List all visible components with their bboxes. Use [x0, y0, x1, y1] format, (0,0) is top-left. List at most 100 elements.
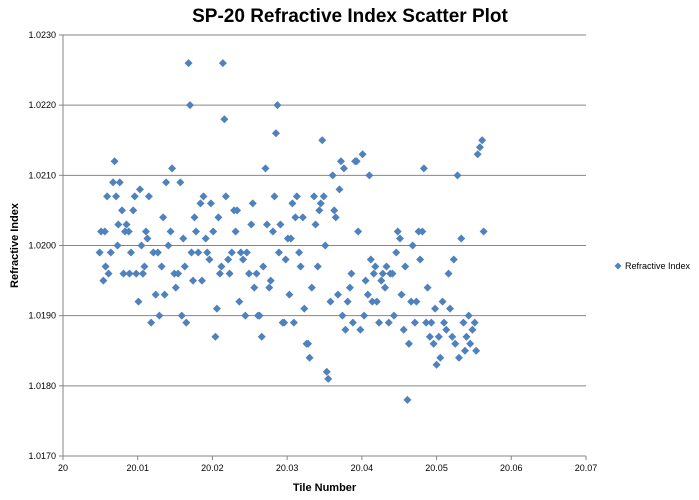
- data-point: [315, 206, 324, 215]
- data-point: [442, 325, 451, 334]
- data-point: [129, 206, 138, 215]
- data-point: [410, 318, 419, 327]
- data-point: [233, 206, 242, 215]
- data-point: [389, 311, 398, 320]
- data-point: [360, 311, 369, 320]
- data-point: [143, 234, 152, 243]
- data-point: [225, 269, 234, 278]
- data-point: [236, 248, 245, 257]
- data-point: [338, 311, 347, 320]
- data-point: [112, 192, 121, 201]
- data-point: [189, 276, 198, 285]
- x-tick-label: 20.06: [500, 463, 523, 473]
- data-point: [311, 220, 320, 229]
- data-point: [403, 395, 412, 404]
- legend: Refractive Index: [614, 261, 691, 271]
- data-point: [397, 290, 406, 299]
- data-point: [118, 206, 127, 215]
- data-point: [378, 269, 387, 278]
- data-point: [114, 220, 123, 229]
- data-point: [431, 304, 440, 313]
- data-point: [464, 311, 473, 320]
- gridlines: [59, 34, 587, 460]
- y-tick-label: 1.0230: [28, 30, 56, 40]
- y-tick-label: 1.0210: [28, 170, 56, 180]
- x-axis-label: Tile Number: [293, 482, 357, 494]
- data-point: [363, 290, 372, 299]
- data-point: [134, 297, 143, 306]
- data-point: [247, 220, 256, 229]
- data-point: [404, 339, 413, 348]
- data-point: [369, 269, 378, 278]
- data-point: [199, 192, 208, 201]
- data-point: [436, 353, 445, 362]
- data-point: [321, 241, 330, 250]
- data-point: [468, 325, 477, 334]
- data-point: [418, 227, 427, 236]
- data-point: [268, 227, 277, 236]
- data-point: [224, 255, 233, 264]
- data-point: [333, 290, 342, 299]
- data-point: [419, 164, 428, 173]
- data-point: [274, 248, 283, 257]
- data-point: [285, 290, 294, 299]
- data-point: [201, 234, 210, 243]
- data-point: [257, 332, 266, 341]
- data-point: [399, 325, 408, 334]
- data-point: [159, 213, 168, 222]
- data-point: [218, 59, 227, 68]
- x-tick-label: 20.04: [351, 463, 374, 473]
- data-point: [446, 304, 455, 313]
- data-point: [144, 192, 153, 201]
- data-point: [149, 248, 158, 257]
- data-point: [215, 269, 224, 278]
- data-point: [448, 332, 457, 341]
- data-point: [182, 318, 191, 327]
- data-point: [352, 157, 361, 166]
- data-point: [187, 248, 196, 257]
- data-point: [162, 178, 171, 187]
- data-point: [422, 318, 431, 327]
- data-point: [239, 255, 248, 264]
- data-point: [270, 192, 279, 201]
- data-point: [288, 199, 297, 208]
- data-point: [296, 262, 305, 271]
- data-point: [356, 325, 365, 334]
- data-point: [372, 297, 381, 306]
- data-point: [177, 311, 186, 320]
- data-point: [440, 318, 449, 327]
- data-point: [132, 269, 141, 278]
- data-point: [300, 304, 309, 313]
- data-point: [140, 262, 149, 271]
- data-point: [401, 262, 410, 271]
- y-tick-label: 1.0220: [28, 100, 56, 110]
- data-point: [298, 213, 307, 222]
- data-point: [466, 339, 475, 348]
- x-tick-label: 20.02: [201, 463, 224, 473]
- data-point: [135, 185, 144, 194]
- legend-marker-diamond-icon: [614, 262, 622, 270]
- data-point: [427, 318, 436, 327]
- data-point: [265, 283, 274, 292]
- data-point: [479, 227, 488, 236]
- data-point: [186, 101, 195, 110]
- data-point: [276, 220, 285, 229]
- data-point: [470, 318, 479, 327]
- data-point: [336, 157, 345, 166]
- data-point: [124, 227, 133, 236]
- data-point: [262, 220, 271, 229]
- data-point: [328, 171, 337, 180]
- data-point: [434, 332, 443, 341]
- data-point: [425, 332, 434, 341]
- data-point: [307, 283, 316, 292]
- data-point: [100, 227, 109, 236]
- data-point: [245, 269, 254, 278]
- data-point: [305, 353, 314, 362]
- data-point: [184, 59, 193, 68]
- data-point: [122, 220, 131, 229]
- data-point: [347, 269, 356, 278]
- data-point: [255, 311, 264, 320]
- data-point: [453, 171, 462, 180]
- chart-title: SP-20 Refractive Index Scatter Plot: [192, 6, 508, 27]
